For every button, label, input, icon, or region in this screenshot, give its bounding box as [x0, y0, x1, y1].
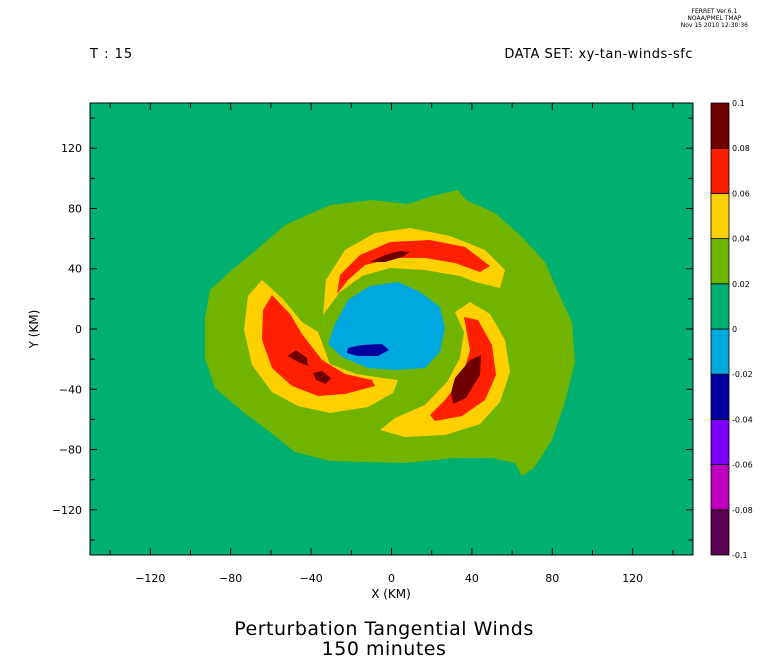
- y-axis-label: Y (KM): [27, 310, 41, 350]
- colorbar-swatch: [710, 464, 730, 511]
- x-tick-label: −40: [299, 572, 322, 585]
- plot-area: [90, 103, 693, 555]
- x-axis-label: X (KM): [371, 587, 411, 601]
- time-step-label: T : 15: [90, 47, 134, 62]
- colorbar-label: 0: [732, 325, 737, 334]
- y-tick-label: −40: [59, 383, 82, 396]
- dataset-label: DATA SET: xy-tan-winds-sfc: [504, 47, 693, 62]
- arm-west-max-2: [313, 371, 331, 384]
- x-tick-label: 40: [465, 572, 479, 585]
- colorbar-label: 0.02: [732, 280, 750, 289]
- colorbar-swatch: [710, 238, 730, 285]
- y-tick-label: 40: [68, 263, 82, 276]
- colorbar-swatch: [710, 147, 730, 194]
- chart-title: Perturbation Tangential Winds: [234, 618, 534, 640]
- x-tick-label: 0: [388, 572, 395, 585]
- colorbar-label: 0.1: [732, 99, 745, 108]
- colorbar-swatch: [710, 418, 730, 465]
- y-tick-label: −80: [59, 444, 82, 457]
- chart-subtitle: 150 minutes: [321, 638, 447, 660]
- arm-west-max-1: [288, 350, 308, 366]
- colorbar-label: -0.1: [732, 551, 748, 560]
- y-axis: −120 −80 −40 0 40 80 120: [52, 117, 693, 541]
- arm-north-band: [337, 240, 490, 294]
- colorbar-label: -0.04: [732, 415, 753, 424]
- colorbar: -0.1 -0.08 -0.06 -0.04 -0.02 0 0.02 0.04 0.06 0.0…: [710, 99, 753, 560]
- arm-southeast-max: [451, 355, 481, 404]
- arm-north-max: [370, 251, 410, 262]
- colorbar-swatch: [710, 102, 730, 149]
- core-minimum: [347, 344, 389, 356]
- colorbar-swatch: [710, 373, 730, 420]
- y-tick-label: 80: [68, 202, 82, 215]
- colorbar-label: 0.04: [732, 235, 750, 244]
- colorbar-swatch: [710, 328, 730, 375]
- x-tick-label: 80: [545, 572, 559, 585]
- y-tick-label: 120: [61, 142, 82, 155]
- stamp-line-3: Nov 15 2010 12:30:36: [680, 22, 748, 29]
- x-tick-label: −120: [135, 572, 165, 585]
- stamp-line-2: NOAA/PMEL TMAP: [687, 15, 742, 22]
- arm-southeast-band: [430, 317, 496, 421]
- arm-west-band: [262, 295, 375, 396]
- y-tick-label: −120: [52, 504, 82, 517]
- stamp-line-1: FERRET Ver.6.1: [691, 8, 738, 15]
- colorbar-swatch: [710, 509, 730, 556]
- colorbar-label: 0.08: [732, 144, 750, 153]
- y-tick-label: 0: [75, 323, 82, 336]
- colorbar-label: -0.08: [732, 506, 753, 515]
- ferret-stamp: FERRET Ver.6.1 NOAA/PMEL TMAP Nov 15 201…: [681, 8, 748, 29]
- colorbar-swatch: [710, 283, 730, 330]
- colorbar-swatch: [710, 192, 730, 239]
- colorbar-label: 0.06: [732, 189, 750, 198]
- x-tick-label: 120: [622, 572, 643, 585]
- colorbar-label: -0.06: [732, 461, 753, 470]
- x-tick-label: −80: [219, 572, 242, 585]
- x-axis: −120 −80 −40 0 40 80 120: [109, 103, 674, 585]
- colorbar-label: -0.02: [732, 370, 753, 379]
